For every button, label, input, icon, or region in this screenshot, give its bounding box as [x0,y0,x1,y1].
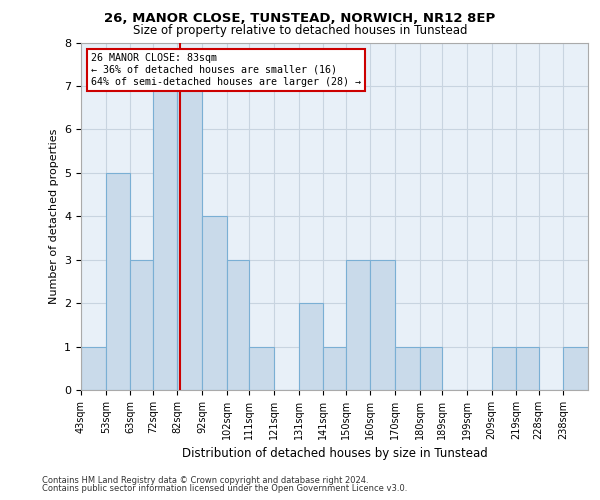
Text: 26 MANOR CLOSE: 83sqm
← 36% of detached houses are smaller (16)
64% of semi-deta: 26 MANOR CLOSE: 83sqm ← 36% of detached … [91,54,361,86]
Bar [81,346,106,390]
Bar [346,260,370,390]
Bar [563,346,588,390]
Bar [420,346,442,390]
Text: Contains HM Land Registry data © Crown copyright and database right 2024.: Contains HM Land Registry data © Crown c… [42,476,368,485]
Bar [153,86,178,390]
Bar [178,86,202,390]
X-axis label: Distribution of detached houses by size in Tunstead: Distribution of detached houses by size … [182,448,487,460]
Bar [249,346,274,390]
Text: Contains public sector information licensed under the Open Government Licence v3: Contains public sector information licen… [42,484,407,493]
Bar [370,260,395,390]
Bar [227,260,249,390]
Bar [106,173,130,390]
Bar [323,346,346,390]
Y-axis label: Number of detached properties: Number of detached properties [49,128,59,304]
Bar [202,216,227,390]
Bar [516,346,539,390]
Text: 26, MANOR CLOSE, TUNSTEAD, NORWICH, NR12 8EP: 26, MANOR CLOSE, TUNSTEAD, NORWICH, NR12… [104,12,496,26]
Bar [395,346,420,390]
Bar [491,346,516,390]
Text: Size of property relative to detached houses in Tunstead: Size of property relative to detached ho… [133,24,467,37]
Bar [130,260,153,390]
Bar [299,303,323,390]
